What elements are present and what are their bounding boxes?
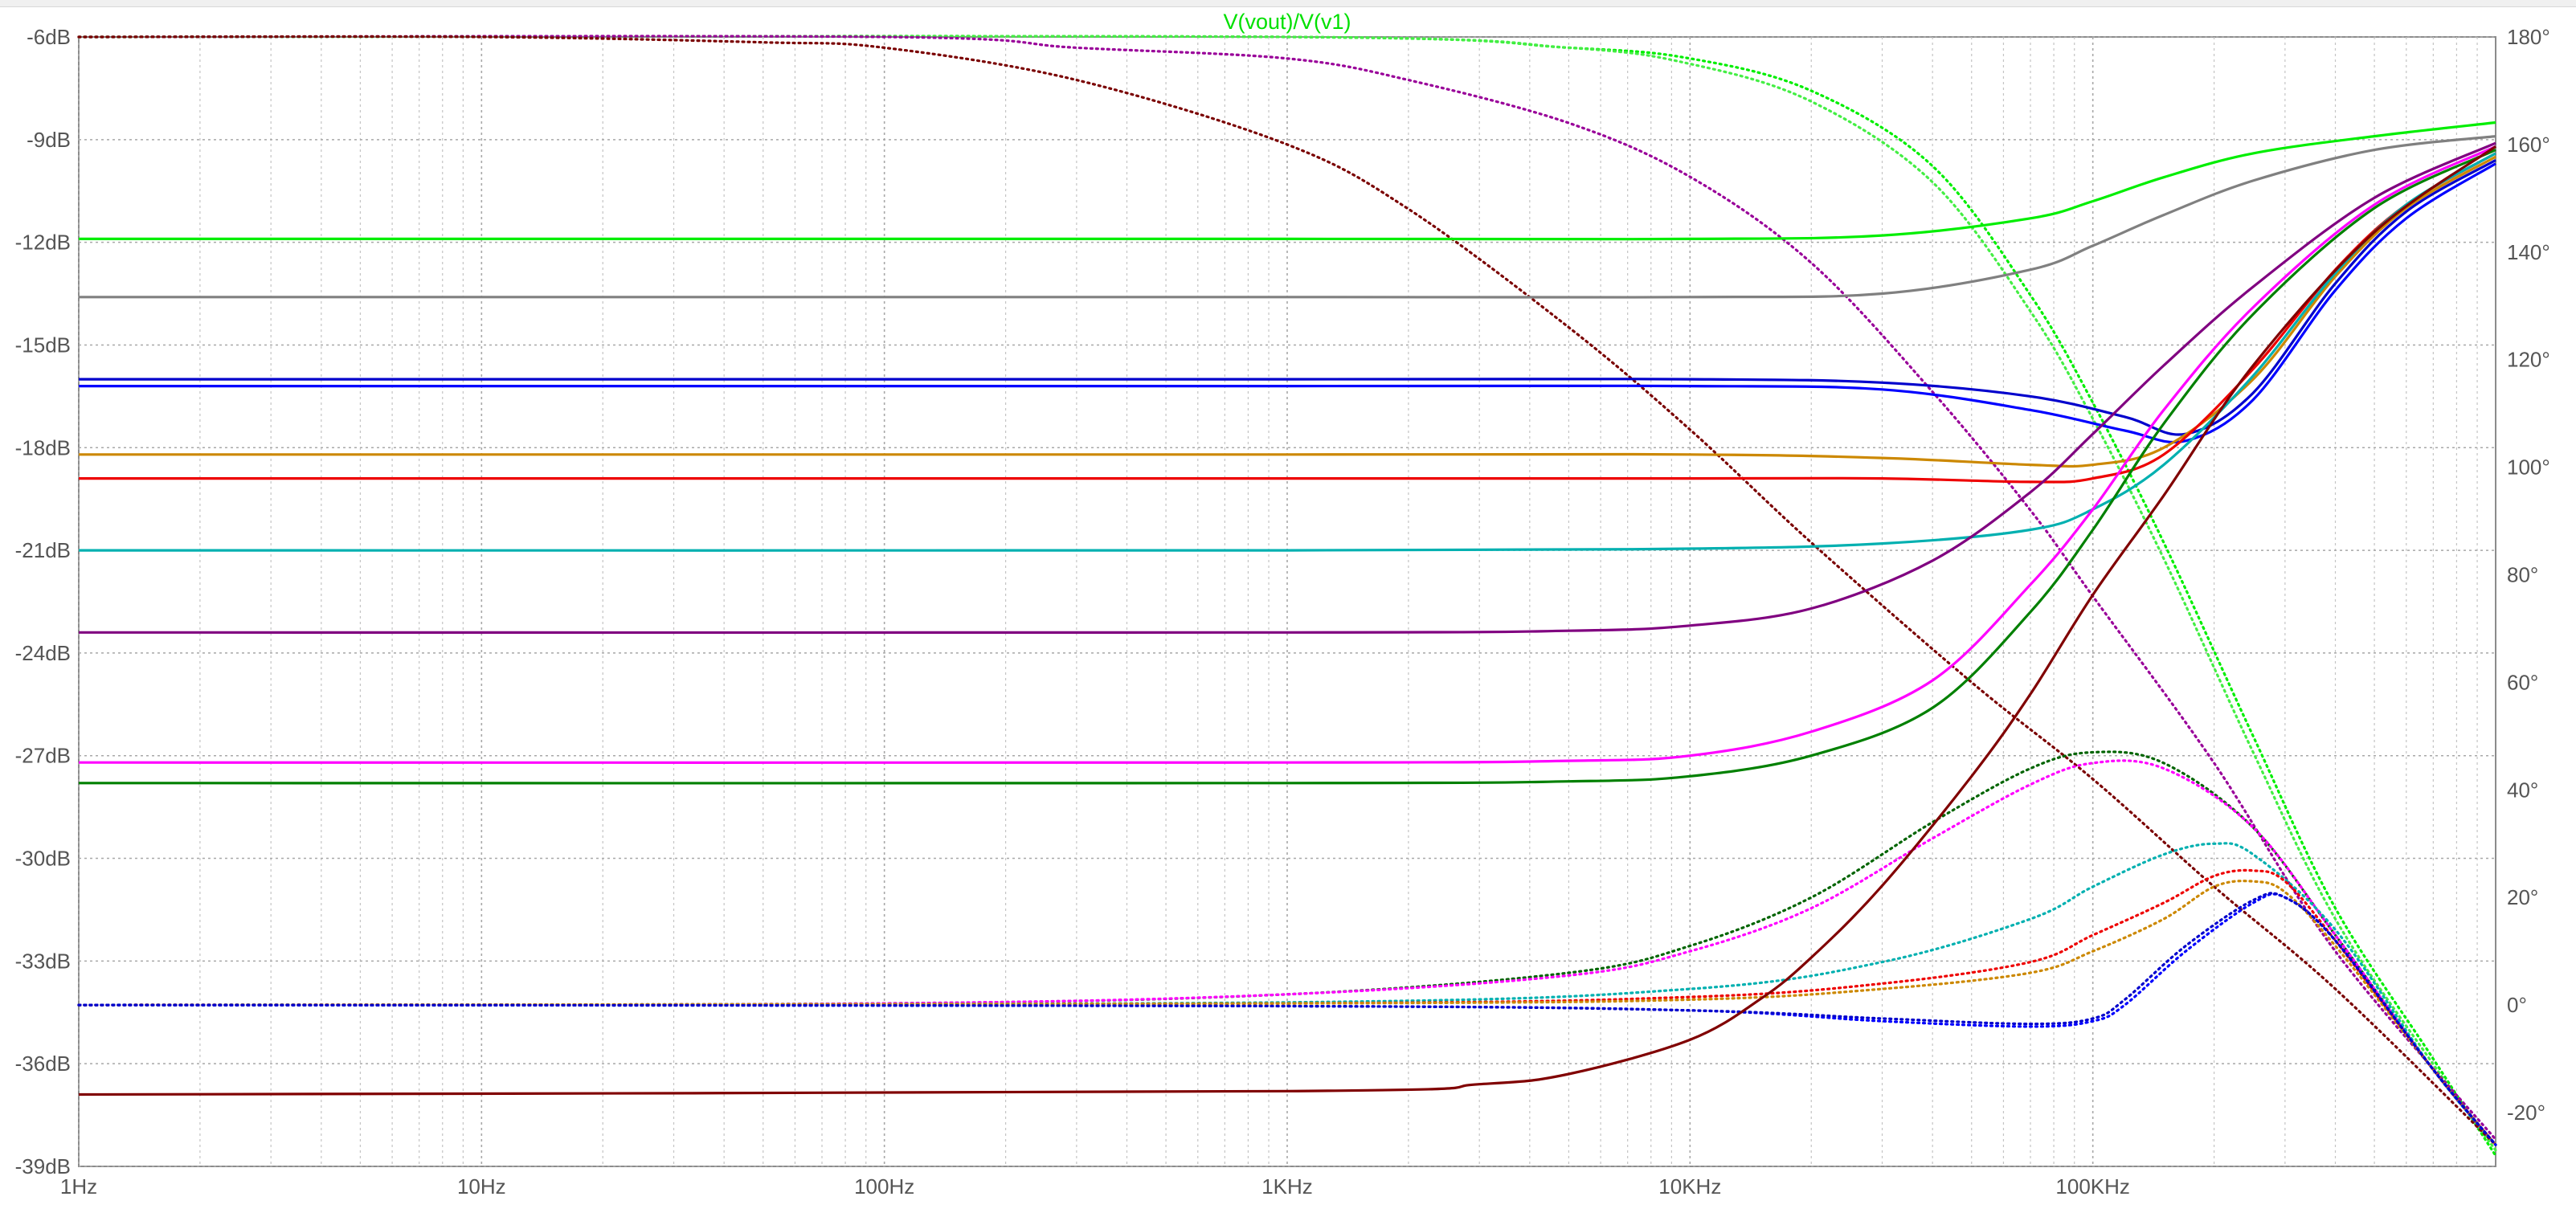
x-tick-label: 100KHz — [2055, 1174, 2130, 1199]
x-tick-label: 10Hz — [457, 1174, 506, 1199]
y-left-tick-label: -21dB — [15, 538, 71, 562]
y-right-tick-label: -20° — [2507, 1101, 2545, 1125]
phase-series-line — [77, 880, 2497, 1146]
magnitude-series-line — [79, 159, 2496, 436]
y-left-tick-label: -39dB — [15, 1154, 71, 1178]
phase-series-line — [77, 842, 2497, 1146]
magnitude-series-line — [79, 120, 2496, 241]
y-right-tick-label: 0° — [2507, 993, 2527, 1017]
y-left-tick-label: -18dB — [15, 435, 71, 459]
toolbar-strip — [0, 0, 2576, 7]
y-left-tick-label: -6dB — [27, 25, 71, 49]
magnitude-series-line — [78, 135, 2496, 299]
y-right-tick-label: 120° — [2507, 348, 2550, 372]
y-right-tick-label: 160° — [2507, 133, 2550, 157]
y-left-tick-label: -12dB — [15, 231, 71, 255]
magnitude-series-line — [78, 149, 2496, 785]
y-left-tick-label: -36dB — [15, 1052, 71, 1076]
y-right-tick-label: 60° — [2507, 670, 2538, 694]
y-right-tick-label: 20° — [2507, 885, 2538, 909]
magnitude-series-line — [79, 155, 2496, 468]
y-right-tick-label: 140° — [2507, 240, 2550, 264]
chart-title: V(vout)/V(v1) — [1223, 10, 1351, 34]
y-left-tick-label: -30dB — [15, 847, 71, 871]
magnitude-series-line — [78, 152, 2496, 552]
y-left-tick-label: -27dB — [15, 744, 71, 768]
y-left-tick-label: -15dB — [15, 333, 71, 357]
magnitude-series-line — [78, 141, 2496, 635]
y-right-tick-label: 100° — [2507, 455, 2550, 480]
y-right-tick-label: 80° — [2507, 563, 2538, 587]
x-tick-label: 1KHz — [1261, 1174, 1313, 1199]
magnitude-series-line — [78, 145, 2496, 764]
phase-series-line — [77, 35, 2497, 1141]
x-tick-label: 100Hz — [854, 1174, 914, 1199]
y-right-tick-label: 180° — [2507, 25, 2550, 49]
y-right-tick-label: 40° — [2507, 778, 2538, 802]
y-left-tick-label: -33dB — [15, 949, 71, 973]
x-tick-label: 1Hz — [60, 1174, 97, 1199]
y-left-tick-label: -9dB — [27, 128, 71, 152]
phase-series-line — [77, 35, 2497, 1152]
magnitude-series-line — [78, 145, 2496, 1097]
y-left-tick-label: -24dB — [15, 641, 71, 665]
phase-series-line — [77, 892, 2497, 1146]
magnitude-series-line — [79, 162, 2496, 444]
x-tick-label: 10KHz — [1658, 1174, 1721, 1199]
